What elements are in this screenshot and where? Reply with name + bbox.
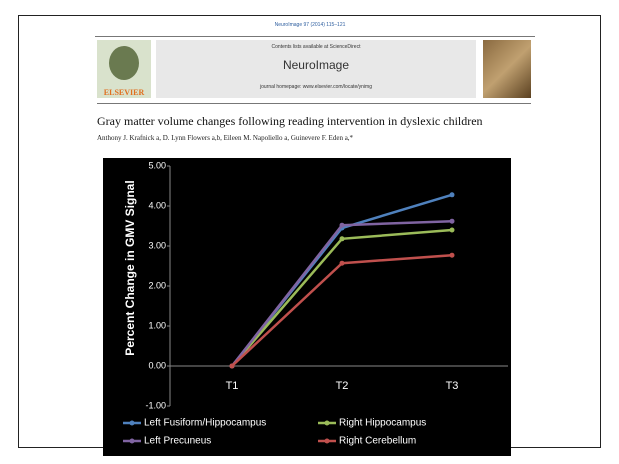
rule [95,36,535,37]
legend-marker [129,420,135,426]
y-tick-label: 4.00 [148,200,166,210]
legend-label: Right Cerebellum [339,436,416,447]
y-tick-label: 3.00 [148,240,166,250]
article-title: Gray matter volume changes following rea… [97,114,483,128]
point [449,227,455,233]
legend-marker [324,420,330,426]
point [449,218,455,224]
y-tick-label: 5.00 [148,160,166,170]
legend-marker [324,438,330,444]
legend-label: Left Fusiform/Hippocampus [144,418,266,429]
homepage: journal homepage: www.elsevier.com/locat… [260,84,372,90]
legend-label: Right Hippocampus [339,418,426,429]
point [339,222,345,228]
legend-marker [129,438,135,444]
point [339,260,345,266]
cover-image [483,40,531,98]
citation: NeuroImage 97 (2014) 115–121 [274,22,346,28]
chart: Percent Change in GMV Signal -1.00 0.00 1.… [103,158,511,456]
y-tick-label: -1.00 [145,400,166,410]
point [449,192,455,198]
x-tick-label: T1 [226,380,239,392]
authors: Anthony J. Krafnick a, D. Lynn Flowers a… [97,134,354,142]
x-tick-label: T2 [336,380,349,392]
journal: NeuroImage [282,58,350,72]
y-axis-label: Percent Change in GMV Signal [123,180,137,355]
chart-background [103,158,511,456]
point [229,363,235,369]
publisher-logo: ELSEVIER [97,40,151,98]
point [449,252,455,258]
legend-label: Left Precuneus [144,436,211,447]
y-tick-label: 1.00 [148,320,166,330]
y-tick-label: 0.00 [148,360,166,370]
x-tick-label: T3 [446,380,459,392]
contents: Contents lists available at ScienceDirec… [271,44,361,50]
point [339,236,345,242]
publisher: ELSEVIER [103,88,145,97]
y-tick-label: 2.00 [148,280,166,290]
journal-box [156,40,476,98]
rule [97,103,531,104]
